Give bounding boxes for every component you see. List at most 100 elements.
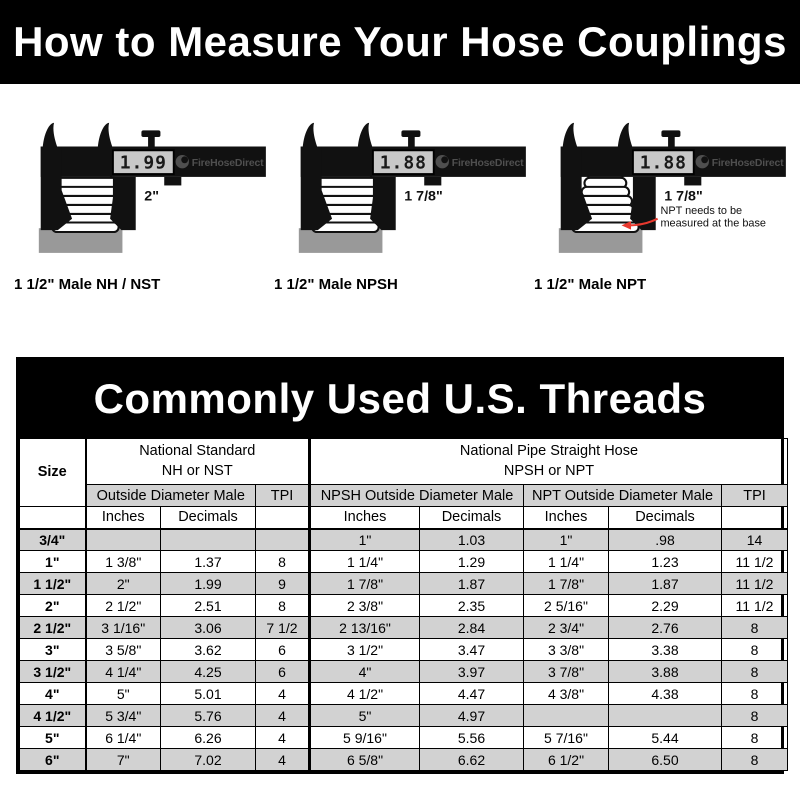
table-cell: 8 (255, 594, 311, 617)
table-cell: 5 3/4" (85, 704, 161, 727)
brand-logo: FireHoseDirect (695, 155, 784, 169)
table-cell: 5" (19, 726, 87, 749)
red-arrow-icon (629, 217, 659, 227)
col-header-tpi-nh: TPI (255, 484, 311, 507)
table-cell: 6 1/2" (523, 748, 609, 771)
table-cell: 1 1/2" (19, 572, 87, 595)
col-header-inches-nh: Inches (85, 506, 161, 530)
col-group-national-standard: National Standard NH or NST (85, 438, 311, 485)
table-cell: 1 7/8" (309, 572, 420, 595)
table-cell: 2.84 (419, 616, 524, 639)
table-cell: 6 (255, 660, 311, 683)
table-cell: 5.76 (160, 704, 256, 727)
table-cell: 4 3/8" (523, 682, 609, 705)
caliper-display (371, 149, 435, 175)
table-cell (85, 528, 161, 551)
table-cell: 1" (309, 528, 420, 551)
table-cell: 5" (85, 682, 161, 705)
table-cell: 8 (721, 616, 788, 639)
table-cell: 8 (721, 660, 788, 683)
table-cell: 3" (19, 638, 87, 661)
table-cell: 1.03 (419, 528, 524, 551)
table-cell: 2" (85, 572, 161, 595)
table-cell: 3 5/8" (85, 638, 161, 661)
table-cell: 8 (721, 726, 788, 749)
measured-width-label: 2" (144, 189, 159, 205)
table-cell: 1.37 (160, 550, 256, 573)
npt-annotation: NPT needs to be measured at the base (621, 205, 766, 230)
table-cell: 11 1/2 (721, 572, 788, 595)
empty-header-cell (19, 506, 87, 530)
table-cell: 8 (721, 704, 788, 727)
table-cell: 1" (19, 550, 87, 573)
col-header-decimals-npsh: Decimals (419, 506, 524, 530)
table-cell: 2 3/8" (309, 594, 420, 617)
table-cell: 5.56 (419, 726, 524, 749)
brand-logo: FireHoseDirect (435, 155, 524, 169)
table-cell: 3.38 (608, 638, 722, 661)
group-nh-line1: National Standard (139, 442, 256, 459)
display-value: 1.88 (380, 152, 427, 173)
table-cell: .98 (608, 528, 722, 551)
annotation-line-1: NPT needs to be (660, 205, 742, 217)
table-cell (160, 528, 256, 551)
table-cell: 7" (85, 748, 161, 771)
table-cell: 2.51 (160, 594, 256, 617)
table-cell: 14 (721, 528, 788, 551)
table-cell: 2.29 (608, 594, 722, 617)
table-cell: 7.02 (160, 748, 256, 771)
table-cell: 5.01 (160, 682, 256, 705)
page-banner: How to Measure Your Hose Couplings (0, 0, 800, 84)
table-cell: 4 (255, 704, 311, 727)
table-cell: 8 (721, 682, 788, 705)
table-cell: 3 1/2" (19, 660, 87, 683)
col-header-inches-npsh: Inches (309, 506, 420, 530)
table-cell: 6 5/8" (309, 748, 420, 771)
caliper-illustration: 1.88 FireHoseDirect 1 7/8" NPT needs to … (558, 122, 786, 253)
table-row: 1" 1 3/8" 1.37 8 1 1/4" 1.29 1 1/4" 1.23 11 1/2 (19, 550, 788, 573)
empty-header-cell (255, 506, 311, 530)
table-cell: 2 13/16" (309, 616, 420, 639)
table-body: 3/4" 1" 1.03 1" .98 14 1" 1 3/8" 1.37 8 1 1/4" 1.29… (19, 528, 788, 771)
table-cell: 4 1/4" (85, 660, 161, 683)
table-cell: 1 1/4" (309, 550, 420, 573)
header-row-groups: Size National Standard NH or NST Nationa… (19, 438, 788, 507)
table-cell (523, 704, 609, 727)
table-row: 5" 6 1/4" 6.26 4 5 9/16" 5.56 5 7/16" 5.44 8 (19, 726, 788, 749)
page-title: How to Measure Your Hose Couplings (13, 18, 787, 65)
table-cell: 2.76 (608, 616, 722, 639)
table-cell: 3 1/2" (309, 638, 420, 661)
table-cell: 3 7/8" (523, 660, 609, 683)
col-header-size: Size (19, 438, 87, 507)
display-value: 1.99 (120, 152, 167, 173)
brand-logo: FireHoseDirect (175, 155, 264, 169)
measured-width-label: 1 7/8" (404, 189, 442, 205)
table-cell: 9 (255, 572, 311, 595)
table-cell: 4 1/2" (19, 704, 87, 727)
table-cell: 4.97 (419, 704, 524, 727)
table-cell: 4 (255, 748, 311, 771)
table-cell: 1.23 (608, 550, 722, 573)
threads-table: Size National Standard NH or NST Nationa… (19, 438, 788, 771)
table-cell: 4" (19, 682, 87, 705)
col-header-tpi-pipe: TPI (721, 484, 788, 507)
brand-name: FireHoseDirect (452, 158, 524, 169)
table-cell: 7 1/2 (255, 616, 311, 639)
table-row: 3" 3 5/8" 3.62 6 3 1/2" 3.47 3 3/8" 3.38 8 (19, 638, 788, 661)
table-row: 2 1/2" 3 1/16" 3.06 7 1/2 2 13/16" 2.84 2 3/4"… (19, 616, 788, 639)
col-header-decimals-npt: Decimals (608, 506, 722, 530)
table-cell (608, 704, 722, 727)
table-cell: 6 (255, 638, 311, 661)
table-cell: 8 (721, 748, 788, 771)
table-row: 2" 2 1/2" 2.51 8 2 3/8" 2.35 2 5/16" 2.29 11 1/2 (19, 594, 788, 617)
table-cell: 8 (721, 638, 788, 661)
table-cell (255, 528, 311, 551)
table-cell: 4 1/2" (309, 682, 420, 705)
col-header-npt-od: NPT Outside Diameter Male (523, 484, 722, 507)
table-cell: 6" (19, 748, 87, 771)
table-cell: 5" (309, 704, 420, 727)
table-cell: 4 (255, 726, 311, 749)
diagram-npt: 1.88 FireHoseDirect 1 7/8" NPT needs to … (534, 118, 786, 293)
table-cell: 6.26 (160, 726, 256, 749)
header-row-subgroups: Outside Diameter Male TPI NPSH Outside D… (20, 484, 788, 507)
